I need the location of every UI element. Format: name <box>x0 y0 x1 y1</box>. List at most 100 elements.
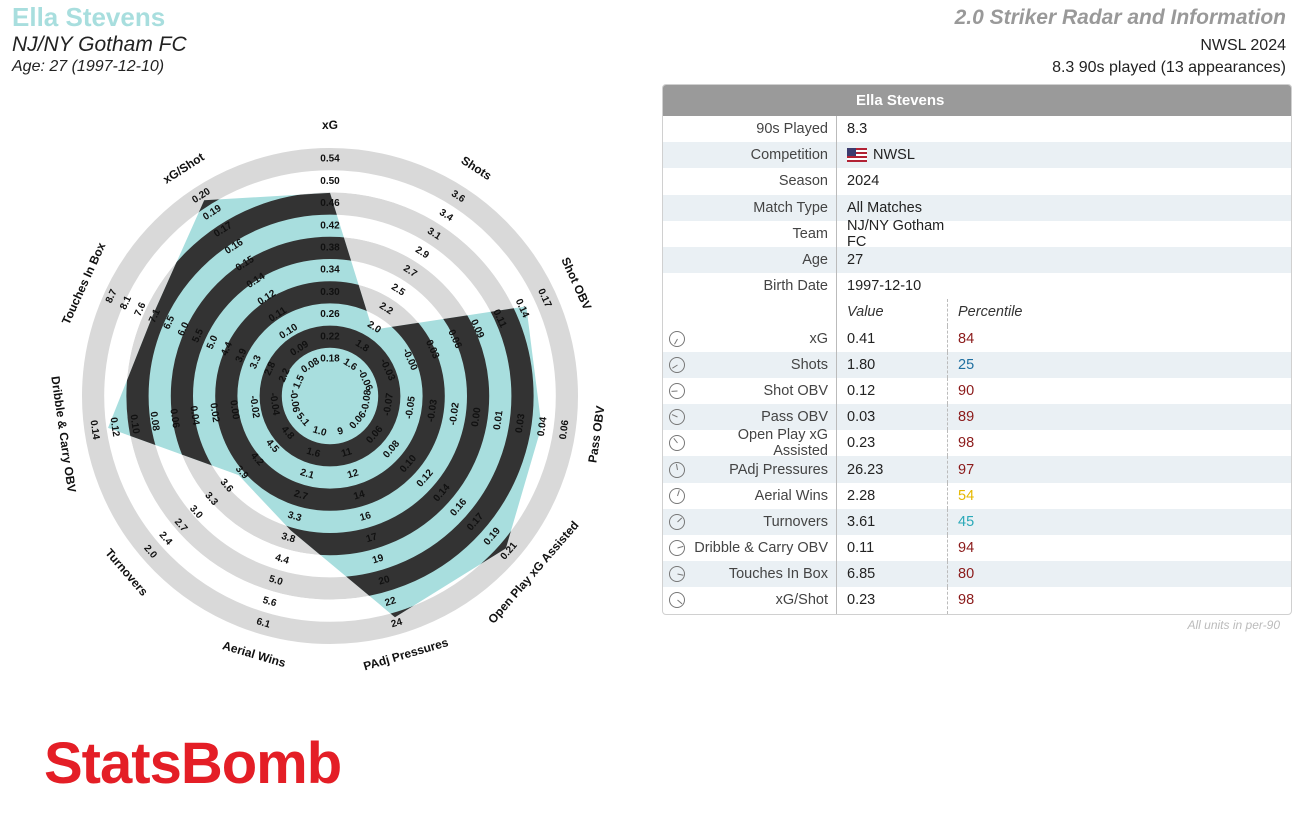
radar-chart: 0.18 0.22 0.26 0.30 0.34 0.38 0.42 0.46 0.50 0.54… <box>48 118 607 673</box>
stat-value: 0.12 <box>837 377 948 405</box>
team-name: NJ/NY Gotham FC <box>12 33 187 56</box>
stat-percentile: 90 <box>958 382 975 399</box>
radar-tick-label: 0.06 <box>558 419 572 440</box>
stat-percentile: 98 <box>958 592 975 609</box>
stat-row: Open Play xG Assisted 0.23 98 <box>663 427 1291 460</box>
info-value: All Matches <box>837 195 948 221</box>
stat-label-cell: PAdj Pressures <box>663 456 837 483</box>
gauge-icon <box>669 435 685 452</box>
radar-tick-label: 11 <box>340 446 354 460</box>
radar-tick-label: 0.12 <box>108 417 122 438</box>
radar-tick-label: 8.1 <box>118 294 134 312</box>
radar-tick-label: 3.3 <box>286 510 303 525</box>
radar-tick-label: 0.04 <box>187 405 201 426</box>
radar-tick-label: 0.04 <box>536 416 550 437</box>
info-row: Team NJ/NY Gotham FC <box>663 218 1291 250</box>
stat-value: 3.61 <box>837 508 948 535</box>
radar-tick-label: 4.4 <box>219 340 235 358</box>
radar-tick-label: 0.01 <box>492 409 506 430</box>
gauge-icon <box>669 461 685 478</box>
radar-tick-label: 4.4 <box>274 552 291 567</box>
info-table: Ella Stevens 90s Played 8.3 Competition NWS… <box>662 84 1292 615</box>
table-col-headers: Value Percentile <box>663 299 1291 326</box>
radar-ring <box>82 148 578 644</box>
player-name: Ella Stevens <box>12 2 166 32</box>
stat-label: Dribble & Carry OBV <box>694 540 828 557</box>
competition-season: NWSL 2024 <box>1200 37 1286 54</box>
info-label: Birth Date <box>663 273 837 300</box>
radar-dark-ring <box>215 281 445 511</box>
radar-tick-label: -0.08 <box>360 389 374 414</box>
radar-dark-ring <box>259 325 401 467</box>
col-header-blank <box>663 299 837 326</box>
info-value-text: All Matches <box>847 199 922 216</box>
stat-label: Shot OBV <box>763 382 828 399</box>
radar-tick-label: 5.5 <box>190 327 206 345</box>
gauge-icon <box>669 330 685 347</box>
statsbomb-logo: StatsBomb <box>44 731 342 796</box>
stat-value: 2.28 <box>837 482 948 509</box>
stat-value: 0.41 <box>837 325 948 352</box>
radar-tick-label: 19 <box>371 553 385 567</box>
stat-label: Open Play xG Assisted <box>737 427 828 460</box>
stat-label-cell: Aerial Wins <box>663 482 837 509</box>
stat-row: Pass OBV 0.03 89 <box>663 404 1291 431</box>
radar-tick-label: -0.04 <box>267 392 281 417</box>
radar-tick-label: 0.42 <box>320 220 340 231</box>
stat-label-cell: Open Play xG Assisted <box>663 427 837 460</box>
radar-tick-label: 0.14 <box>88 419 102 440</box>
units-footnote: All units in per-90 <box>1187 618 1281 632</box>
radar-tick-label: 3.9 <box>234 347 250 365</box>
info-row: Birth Date 1997-12-10 <box>663 273 1291 300</box>
info-row: 90s Played 8.3 <box>663 116 1291 143</box>
radar-tick-label: 8.7 <box>104 287 120 305</box>
info-value-text: 27 <box>847 252 864 269</box>
stat-label: PAdj Pressures <box>729 461 828 478</box>
stat-label: Touches In Box <box>728 566 828 583</box>
radar-metric-label: xG/Shot <box>160 150 206 187</box>
info-row: Age 27 <box>663 246 1291 274</box>
radar-tick-label: 7.6 <box>133 300 149 318</box>
info-label: 90s Played <box>663 116 837 143</box>
stat-label: Pass OBV <box>761 409 828 426</box>
stat-label-cell: Touches In Box <box>663 561 837 588</box>
radar-tick-label: 3.8 <box>280 531 297 546</box>
radar-tick-label: 0.26 <box>320 309 340 320</box>
radar-tick-label: 3.3 <box>248 353 264 371</box>
stat-percentile: 97 <box>958 461 975 478</box>
gauge-icon <box>669 566 685 583</box>
gauge-icon <box>669 592 685 609</box>
info-value-text: 8.3 <box>847 121 868 138</box>
radar-metric-label: PAdj Pressures <box>362 635 451 673</box>
info-row: Match Type All Matches <box>663 194 1291 221</box>
radar-tick-label: 0.34 <box>320 265 340 276</box>
us-flag-icon <box>847 148 867 163</box>
radar-tick-label: 2.8 <box>263 360 279 378</box>
stat-row: PAdj Pressures 26.23 97 <box>663 456 1291 483</box>
info-label: Team <box>663 220 837 247</box>
radar-tick-label: 17 <box>365 531 379 545</box>
stat-row: Shots 1.80 25 <box>663 351 1291 378</box>
info-value: 8.3 <box>837 116 948 142</box>
info-label: Age <box>663 246 837 274</box>
radar-tick-label: 20 <box>377 574 391 588</box>
radar-dark-ring <box>170 236 490 556</box>
stat-label: Aerial Wins <box>754 487 828 504</box>
radar-tick-label: -0.02 <box>448 401 462 426</box>
info-label: Season <box>663 168 837 195</box>
stat-row: xG 0.41 84 <box>663 325 1291 352</box>
stat-label-cell: Pass OBV <box>663 404 837 431</box>
radar-tick-label: 5.0 <box>268 574 285 589</box>
stat-label: Turnovers <box>763 513 828 530</box>
radar-tick-label: 0.54 <box>320 154 340 165</box>
stat-row: Shot OBV 0.12 90 <box>663 377 1291 405</box>
stat-value: 6.85 <box>837 561 948 588</box>
radar-tick-label: 16 <box>359 510 373 524</box>
gauge-icon <box>669 487 685 504</box>
stat-value: 0.23 <box>837 587 948 614</box>
radar-tick-label: 2.1 <box>299 467 316 482</box>
info-value: NWSL <box>837 142 948 168</box>
col-header-value: Value <box>837 299 948 326</box>
stat-percentile: 94 <box>958 540 975 557</box>
radar-tick-label: 0.30 <box>320 287 340 298</box>
